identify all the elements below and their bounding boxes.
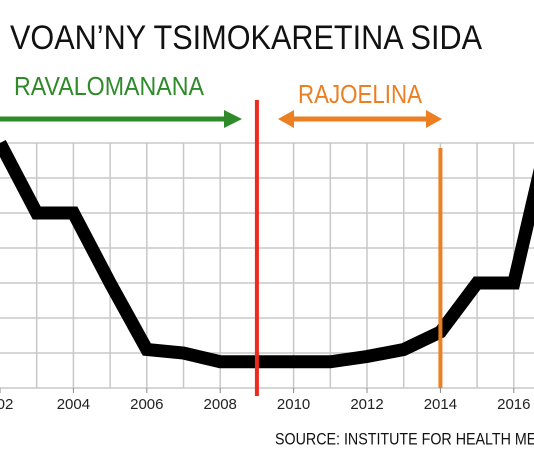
x-tick-label: 2012 [350,396,383,413]
era-arrow [0,110,242,128]
x-tick-label: 2008 [204,396,237,413]
x-tick-label: 2016 [497,396,530,413]
era-label: RAJOELINA [298,79,423,109]
x-tick-label: 2014 [424,396,457,413]
x-tick-label: 2010 [277,396,310,413]
x-tick-label: 2006 [130,396,163,413]
x-tick-label: 2004 [57,396,90,413]
x-tick-label: 02 [0,396,13,413]
era-arrow [278,110,442,128]
data-line [0,139,534,369]
source: SOURCE: INSTITUTE FOR HEALTH MET [275,429,534,448]
chart-title: VOAN’NY TSIMOKARETINA SIDA [10,19,482,57]
era-label: RAVALOMANANA [14,71,205,101]
